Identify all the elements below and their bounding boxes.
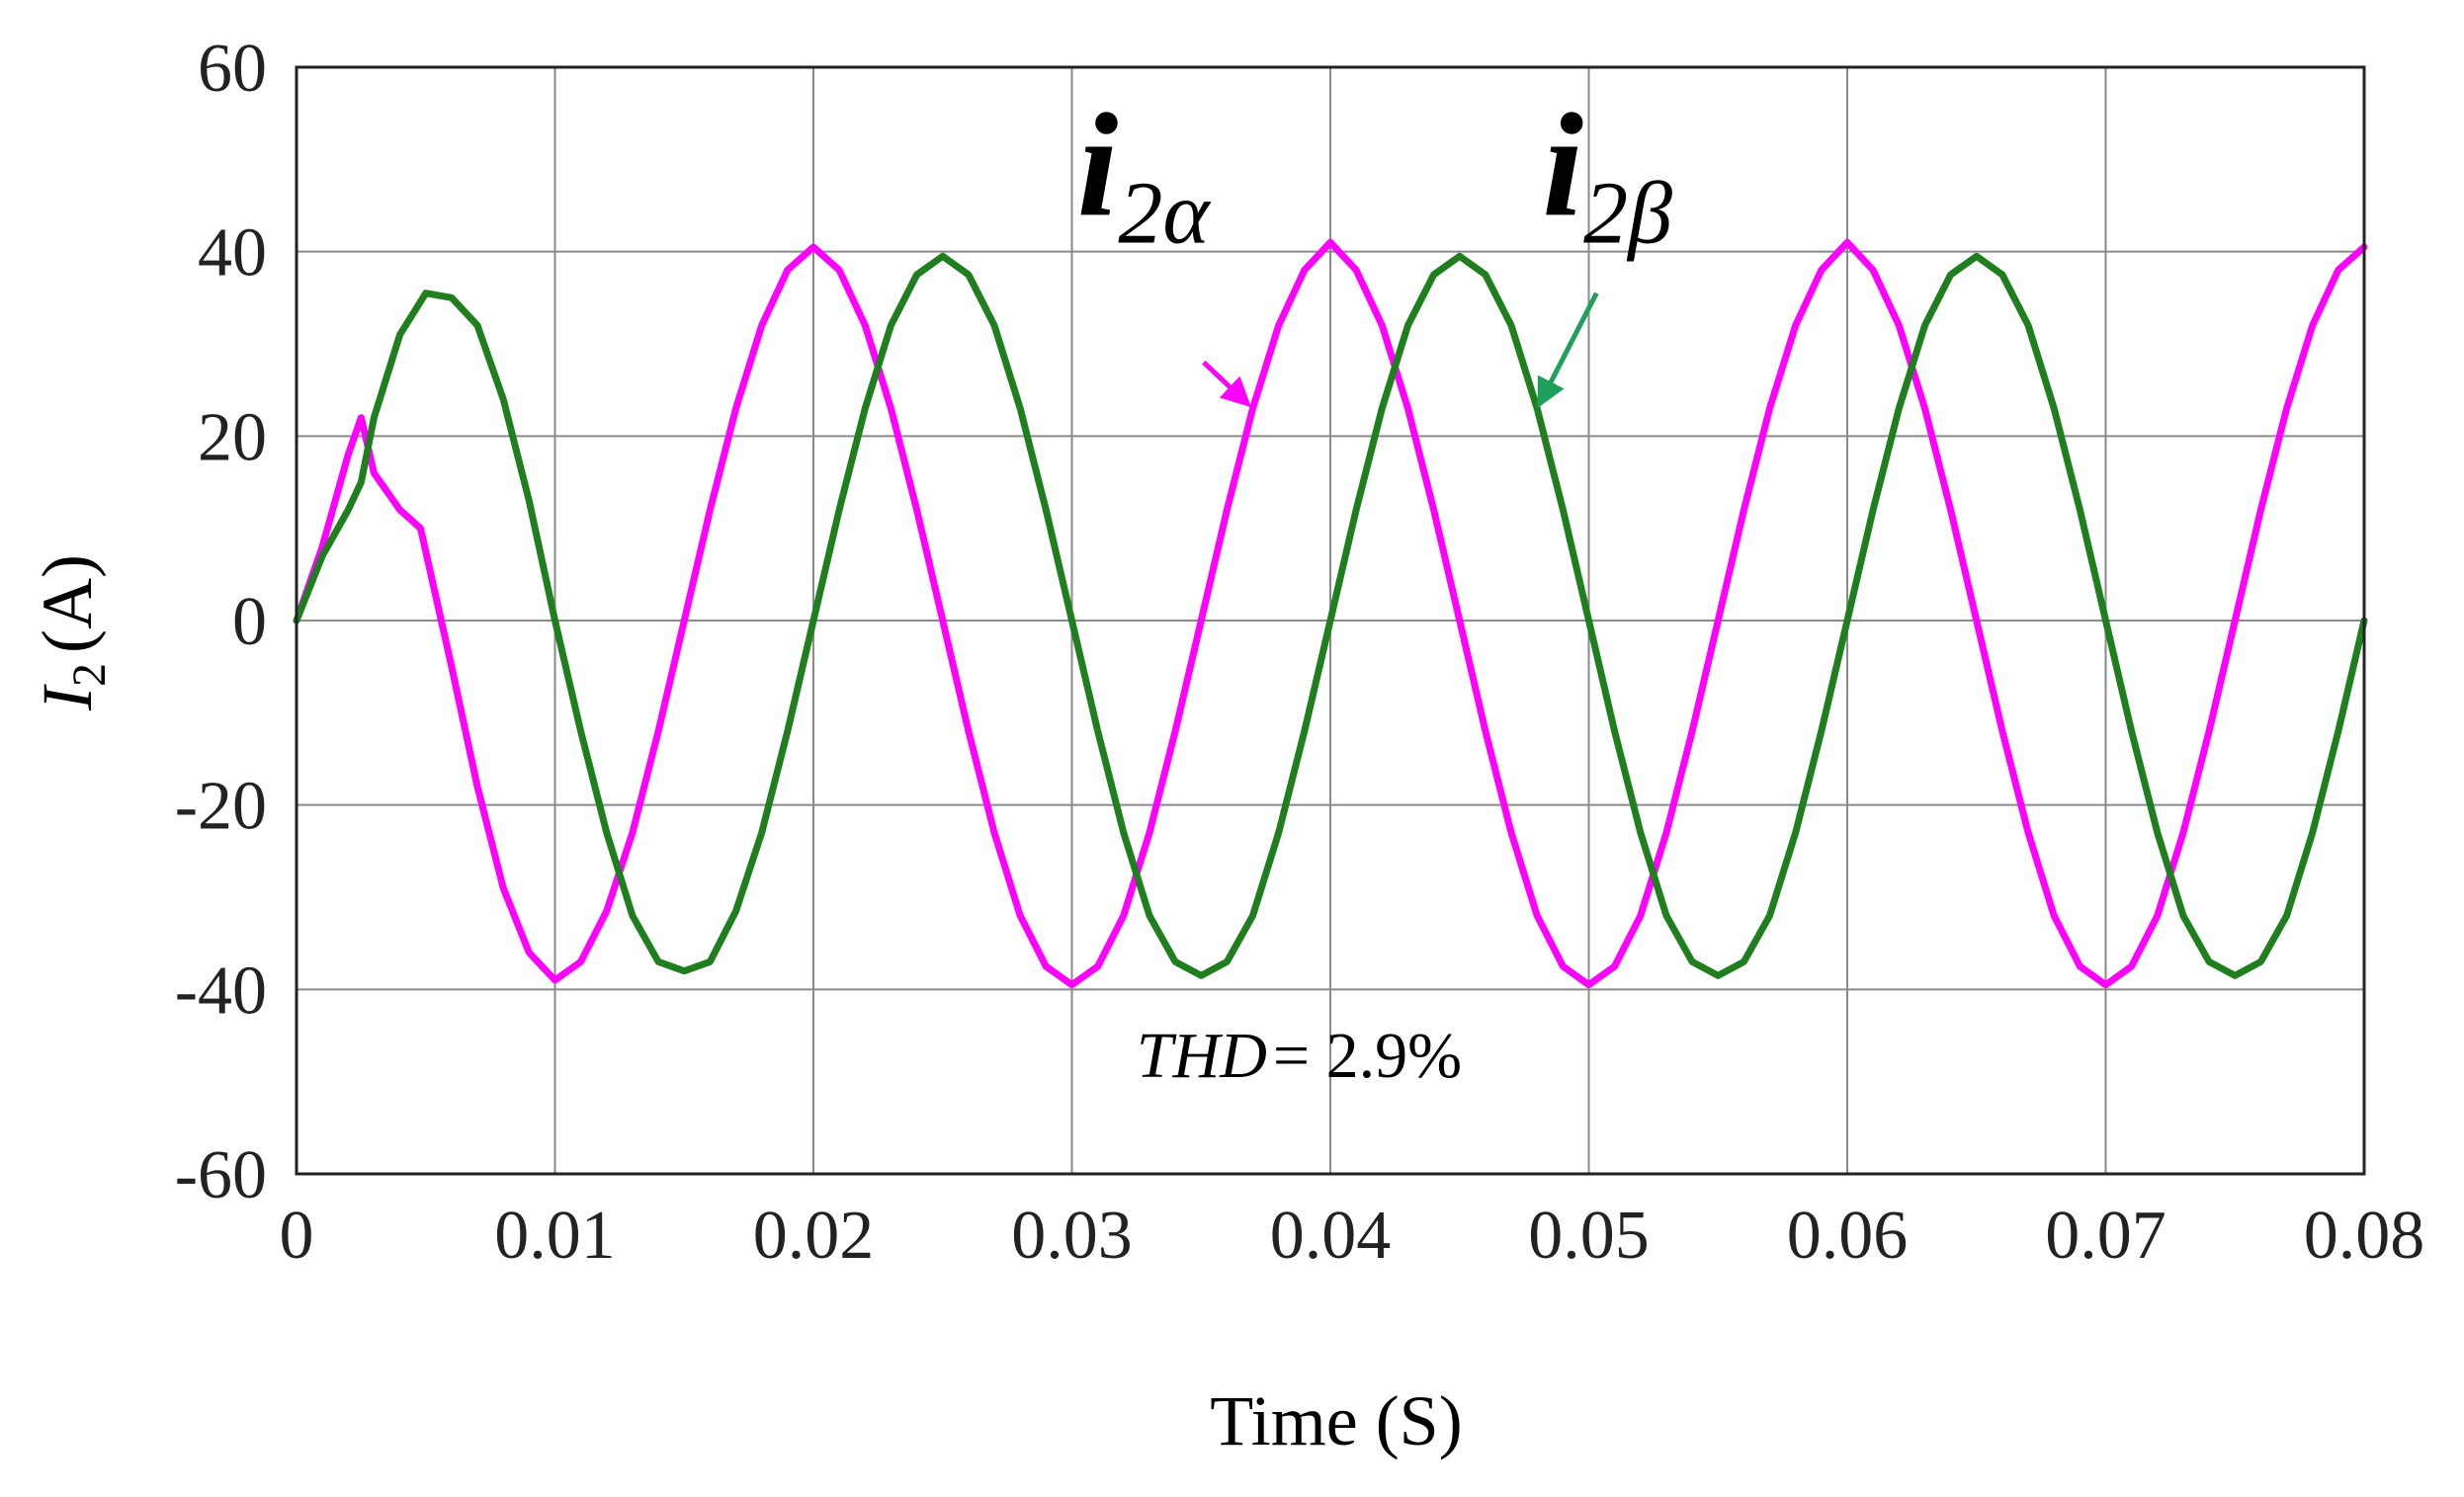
x-tick-label: 0.05	[1528, 1198, 1650, 1274]
x-tick-label: 0.02	[753, 1198, 875, 1274]
series-label-i2-alpha: i2α	[1077, 83, 1212, 262]
x-tick-label: 0.06	[1787, 1198, 1909, 1274]
axis-titles: Time (S) I2 (A)	[28, 554, 1463, 1460]
y-tick-label: 60	[198, 31, 267, 107]
plot-frame	[295, 65, 2366, 1176]
tick-labels: 0 0.01 0.02 0.03 0.04 0.05 0.06 0.07 0.08 60 40 20 0…	[175, 31, 2425, 1274]
series-label-i2-beta: i2β	[1542, 83, 1672, 262]
series-line-i2-beta	[293, 252, 2368, 979]
y-axis-title: I2 (A)	[28, 554, 116, 711]
y-axis-title-sub: 2	[63, 663, 116, 687]
x-tick-label: 0.01	[494, 1198, 616, 1274]
x-tick-label: 0.08	[2304, 1198, 2425, 1274]
x-axis-title: Time (S)	[1210, 1381, 1462, 1460]
x-tick-label: 0.07	[2045, 1198, 2167, 1274]
series-layer	[293, 238, 2368, 989]
y-tick-label: -20	[175, 769, 267, 845]
y-tick-label: 40	[198, 215, 267, 291]
y-tick-label: 0	[232, 584, 267, 660]
annotations: i2α i2β THD= 2.9%	[1077, 83, 1672, 1092]
annotation-arrow	[1537, 291, 1599, 409]
thd-annotation: THD= 2.9%	[1137, 1020, 1462, 1092]
y-tick-label: -40	[175, 953, 267, 1029]
annotation-arrow	[1202, 360, 1251, 408]
y-axis-title-main: I	[28, 684, 107, 711]
y-tick-label: 20	[198, 399, 267, 475]
y-tick-label: -60	[175, 1137, 267, 1213]
x-tick-label: 0.04	[1270, 1198, 1392, 1274]
x-tick-label: 0	[280, 1198, 314, 1274]
y-axis-title-unit: (A)	[28, 554, 107, 653]
x-tick-label: 0.03	[1011, 1198, 1133, 1274]
svg-text:I2(A): I2 (A)	[28, 554, 116, 711]
